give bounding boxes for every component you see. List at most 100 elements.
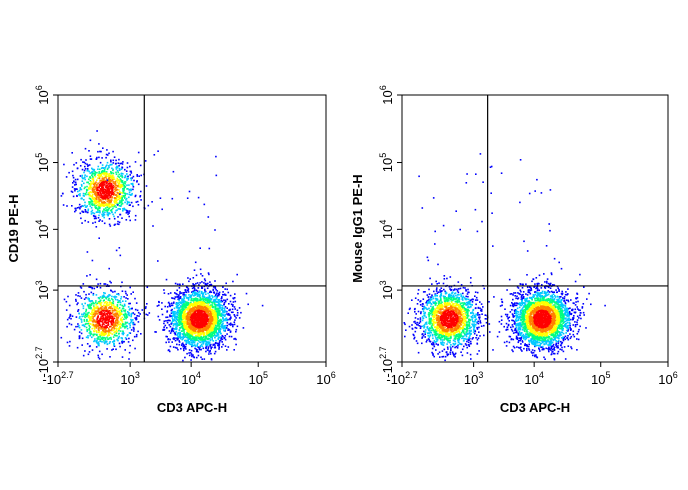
event-point xyxy=(111,196,114,198)
event-point xyxy=(124,300,127,302)
event-point xyxy=(91,324,94,327)
event-point xyxy=(99,313,101,315)
event-point xyxy=(107,208,110,210)
event-point xyxy=(72,195,75,198)
event-point xyxy=(178,294,180,296)
event-point xyxy=(481,313,483,315)
event-point xyxy=(78,335,81,337)
event-point xyxy=(108,188,111,190)
event-point xyxy=(118,191,121,193)
event-point xyxy=(229,322,232,325)
event-point xyxy=(82,354,85,357)
event-point xyxy=(88,203,90,205)
event-point xyxy=(133,330,135,332)
event-point xyxy=(102,179,105,182)
event-point xyxy=(133,328,135,330)
event-point xyxy=(72,174,74,177)
event-point xyxy=(421,336,424,338)
event-point xyxy=(108,189,111,192)
event-point xyxy=(106,340,108,343)
event-point xyxy=(95,346,98,348)
event-point xyxy=(121,281,123,284)
event-point xyxy=(127,312,130,314)
event-point xyxy=(99,210,101,213)
event-point xyxy=(97,336,99,338)
event-point xyxy=(193,295,195,297)
event-point xyxy=(98,343,100,345)
event-point xyxy=(103,323,105,326)
event-point xyxy=(205,343,207,345)
event-point xyxy=(63,298,66,301)
event-point xyxy=(88,317,91,320)
event-point xyxy=(496,335,499,338)
event-point xyxy=(103,302,106,304)
event-point xyxy=(75,325,77,328)
event-point xyxy=(126,327,129,330)
event-point xyxy=(65,309,68,311)
event-point xyxy=(113,201,116,204)
event-point xyxy=(173,338,175,340)
event-point xyxy=(178,308,180,310)
event-point xyxy=(118,311,121,313)
event-point xyxy=(103,283,105,285)
event-point xyxy=(409,307,411,310)
event-point xyxy=(109,341,111,343)
event-point xyxy=(120,173,122,175)
event-point xyxy=(414,320,416,323)
event-point xyxy=(226,310,228,313)
event-point xyxy=(109,294,111,297)
event-point xyxy=(175,292,177,295)
event-point xyxy=(128,351,131,354)
event-point xyxy=(191,355,193,358)
event-point xyxy=(169,338,171,341)
event-point xyxy=(124,168,126,171)
event-point xyxy=(100,316,102,318)
event-point xyxy=(106,296,109,298)
event-point xyxy=(113,327,116,330)
event-point xyxy=(97,177,99,179)
event-point xyxy=(92,308,94,311)
event-point xyxy=(114,312,116,315)
event-point xyxy=(88,164,91,166)
event-point xyxy=(118,329,120,332)
event-point xyxy=(177,332,180,334)
event-point xyxy=(124,176,126,179)
event-point xyxy=(210,284,213,286)
event-point xyxy=(169,332,172,334)
event-point xyxy=(104,337,106,339)
event-point xyxy=(117,315,120,317)
event-point xyxy=(77,302,79,304)
event-point xyxy=(110,321,112,324)
event-point xyxy=(102,318,105,320)
event-point xyxy=(108,173,111,175)
event-point xyxy=(436,287,438,289)
event-point xyxy=(198,291,200,294)
event-point xyxy=(110,307,112,310)
event-point xyxy=(103,308,105,310)
event-point xyxy=(216,292,218,294)
event-point xyxy=(102,187,104,189)
event-point xyxy=(177,298,179,301)
event-point xyxy=(95,300,97,302)
event-point xyxy=(200,356,202,359)
event-point xyxy=(171,197,174,200)
event-point xyxy=(405,329,407,331)
event-point xyxy=(107,323,110,325)
event-point xyxy=(90,174,93,176)
event-point xyxy=(208,273,210,276)
event-point xyxy=(158,301,160,304)
event-point xyxy=(119,175,122,177)
event-point xyxy=(101,341,103,343)
event-point xyxy=(95,323,98,326)
event-point xyxy=(443,278,446,280)
event-point xyxy=(480,309,482,312)
event-point xyxy=(134,323,136,326)
event-point xyxy=(111,302,114,304)
event-point xyxy=(107,188,110,190)
event-point xyxy=(195,282,197,285)
event-point xyxy=(81,313,83,316)
event-point xyxy=(99,333,101,336)
event-point xyxy=(233,297,236,299)
event-point xyxy=(230,311,233,314)
event-point xyxy=(217,299,220,301)
